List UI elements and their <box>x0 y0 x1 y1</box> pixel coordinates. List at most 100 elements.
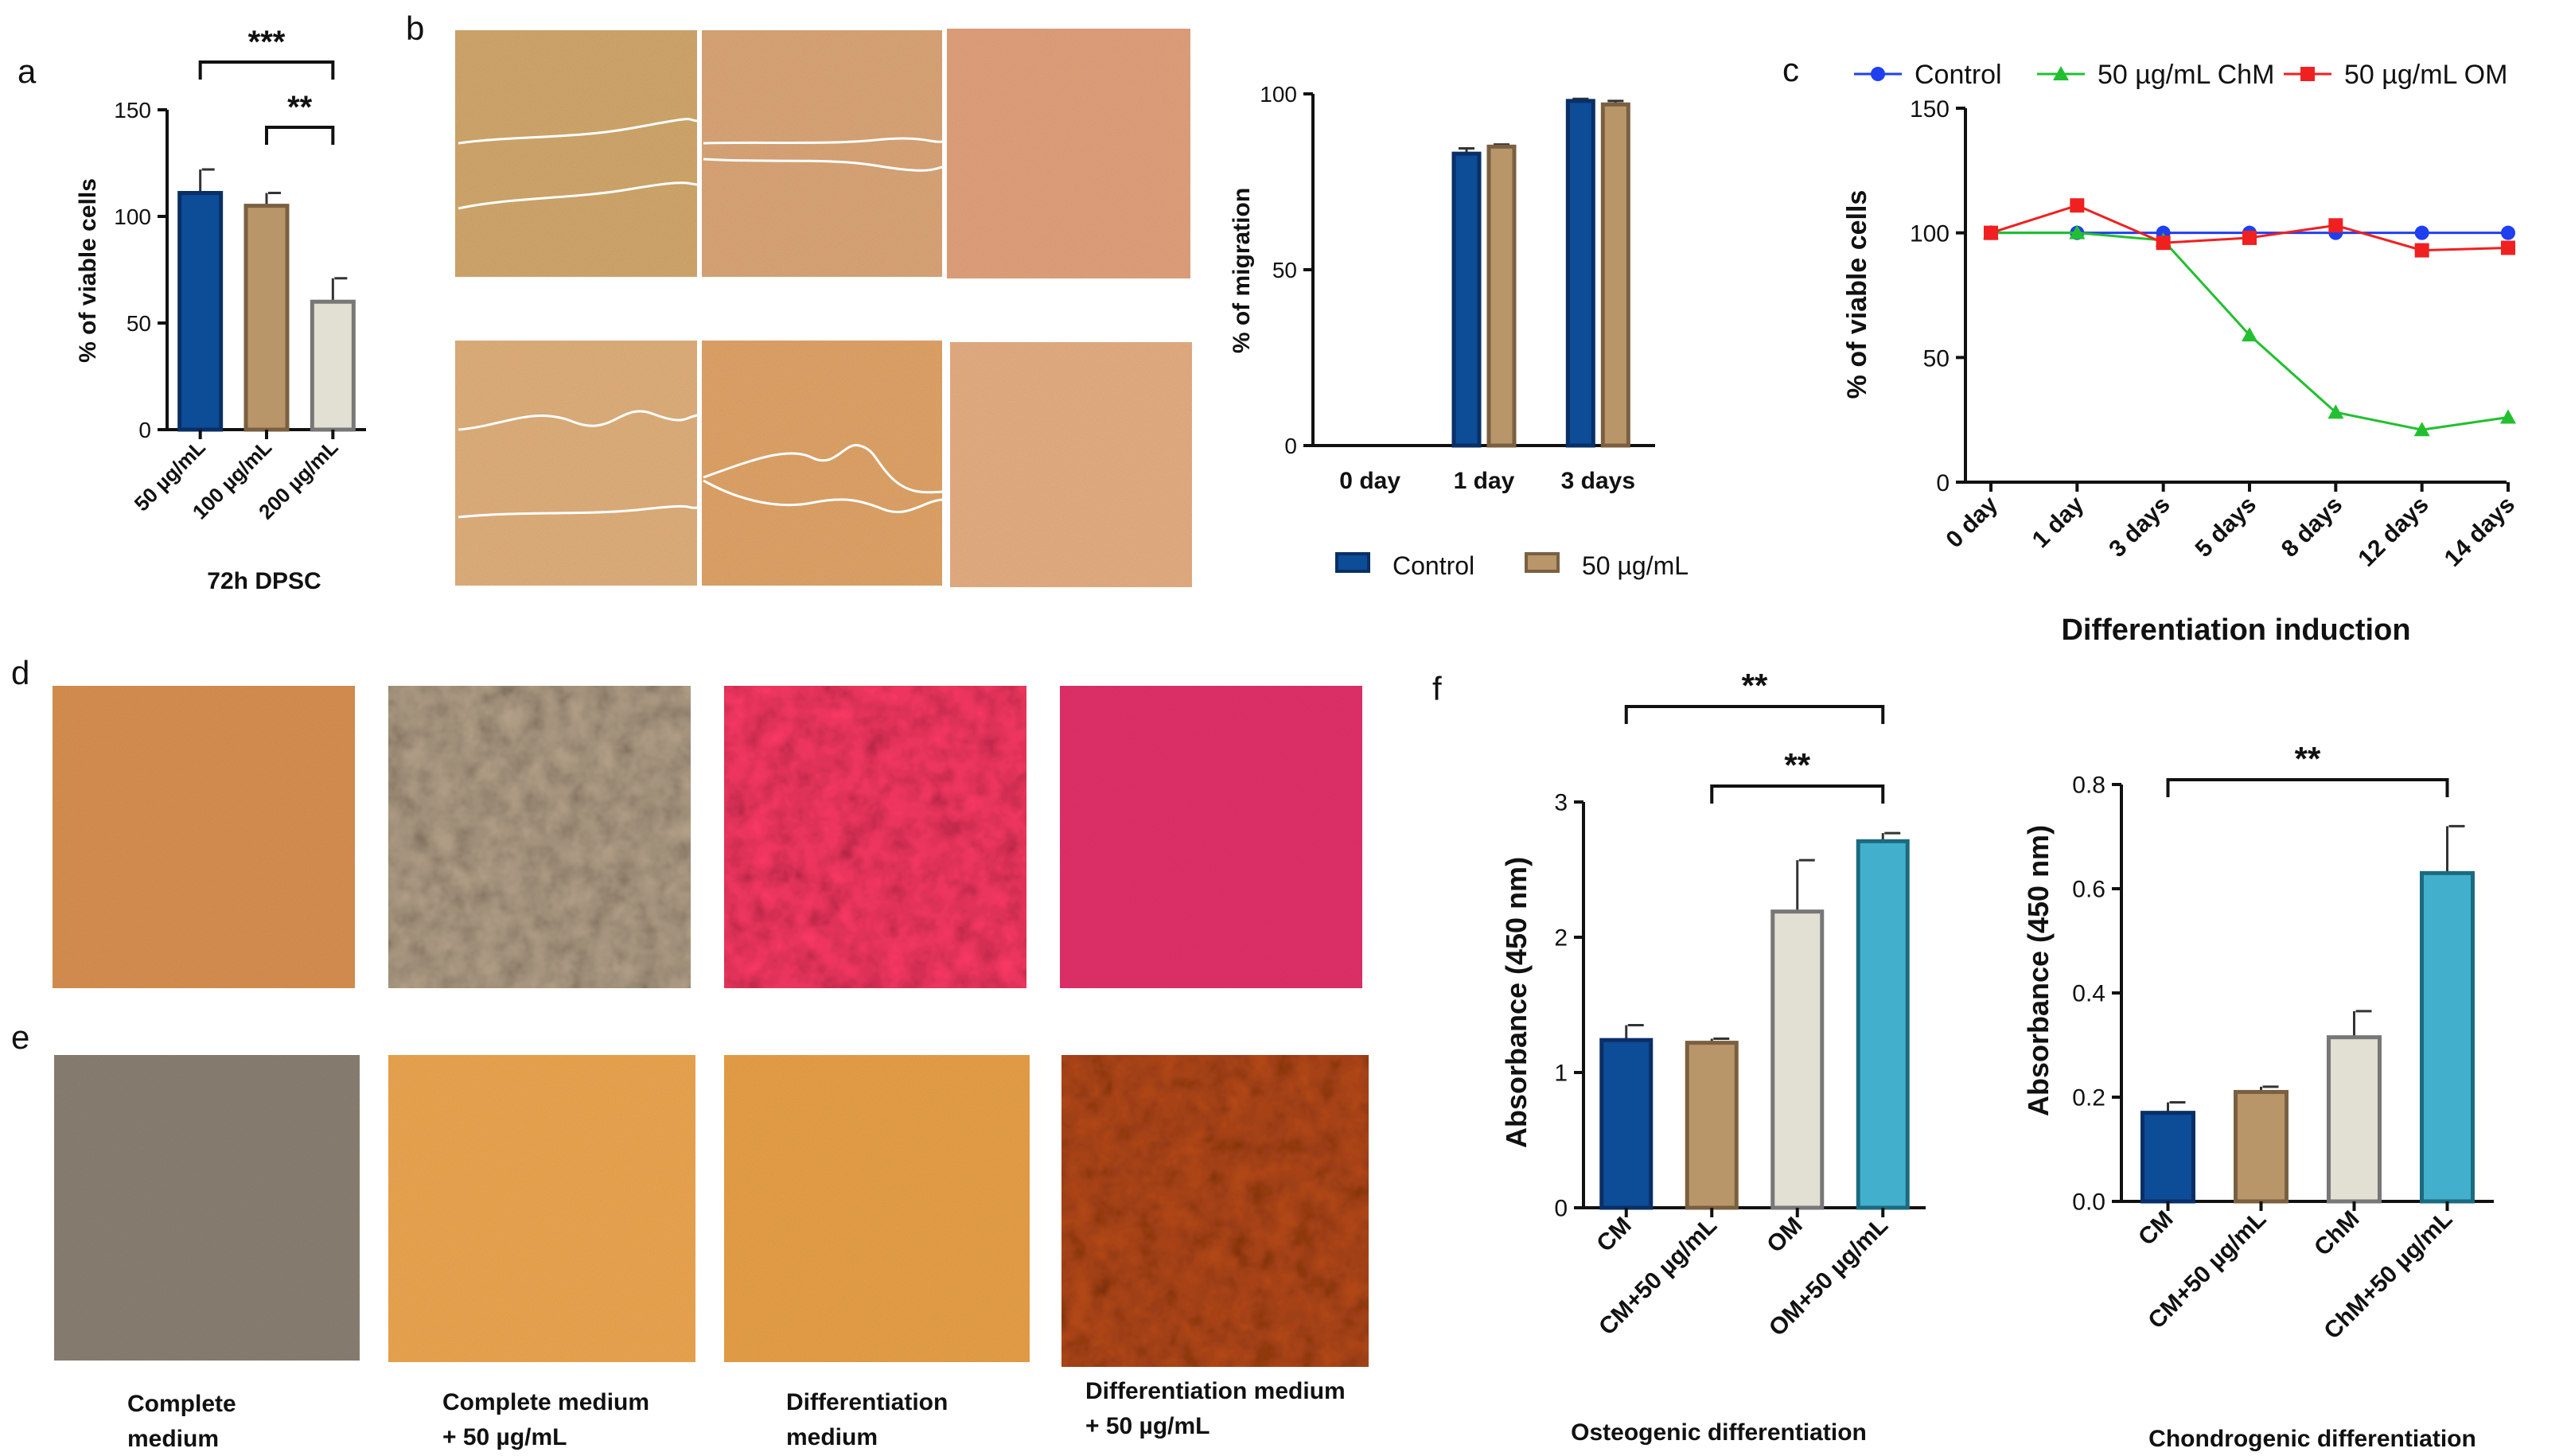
x-tick-label: 0 day <box>1941 491 2003 553</box>
y-tick-label: 50 <box>1923 345 1950 372</box>
data-point <box>1984 225 1998 240</box>
wound-edge-line <box>703 158 943 172</box>
bar <box>1486 144 1517 448</box>
legend-marker <box>1871 67 1885 81</box>
bar <box>2420 870 2475 1204</box>
y-tick-label: 100 <box>1260 82 1297 107</box>
legend-swatch <box>1525 552 1560 573</box>
panel-b-images <box>455 29 1192 587</box>
panel-c-chart: % of viable cells Differentiation induct… <box>1842 60 2520 647</box>
y-tick-label: 2 <box>1554 925 1568 952</box>
panel-d-images <box>53 686 1362 988</box>
legend-label: 50 µg/mL <box>1582 551 1689 580</box>
data-point <box>2070 198 2085 213</box>
data-point <box>2242 327 2257 342</box>
x-tick-label: 3 days <box>1561 468 1635 494</box>
bar <box>310 299 356 432</box>
data-point <box>2327 404 2344 419</box>
y-tick-label: 0 <box>1936 470 1950 496</box>
wound-edge-line <box>458 118 698 145</box>
caption-2-line2: + 50 µg/mL <box>442 1424 567 1450</box>
alizarin-image-4 <box>1060 686 1362 988</box>
panel-b-chart: % of migration 0 50 100 0 day 1 day 3 days Con… <box>1229 82 1689 580</box>
data-point <box>2500 409 2516 424</box>
x-tick-label: CM <box>1591 1213 1636 1257</box>
x-tick-label: 1 day <box>1454 468 1515 494</box>
y-tick-label: 0 <box>1284 434 1297 458</box>
bar <box>177 191 224 432</box>
significance-bracket <box>198 60 335 80</box>
bar <box>1565 99 1595 448</box>
alcian-image-2 <box>388 1055 695 1362</box>
alizarin-image-2 <box>388 686 691 988</box>
bar <box>1770 909 1825 1210</box>
alizarin-image-3 <box>724 686 1026 988</box>
data-point <box>2413 422 2430 437</box>
bar <box>1685 1041 1739 1210</box>
wound-image-top-1 <box>455 30 697 277</box>
wound-image-top-3 <box>947 29 1190 278</box>
panel-label-f: f <box>1432 670 1442 707</box>
caption-4-line1: Differentiation medium <box>1085 1378 1346 1404</box>
panel-a-xlabel: 72h DPSC <box>207 568 321 594</box>
significance-bracket <box>1710 784 1885 804</box>
caption-1-line1: Complete <box>127 1391 236 1417</box>
caption-4-line2: + 50 µg/mL <box>1085 1413 1210 1439</box>
bar <box>2140 1111 2195 1204</box>
data-point <box>2501 240 2515 255</box>
significance-bracket <box>2166 778 2449 797</box>
panel-f-right-ylabel: Absorbance (450 nm) <box>2022 825 2055 1116</box>
wound-edge-line <box>703 444 943 494</box>
caption-2-line1: Complete medium <box>442 1389 649 1415</box>
x-tick-label: 8 days <box>2277 492 2347 563</box>
significance-label: *** <box>248 25 286 60</box>
panel-f-right-xlabel: Chondrogenic differentiation <box>2148 1426 2476 1452</box>
x-tick-label: 3 days <box>2104 492 2175 563</box>
panel-label-c: c <box>1782 51 1799 88</box>
y-tick-label: 150 <box>114 98 151 123</box>
wound-image-bottom-1 <box>455 341 697 586</box>
wound-image-bottom-2 <box>702 341 942 586</box>
caption-3-line2: medium <box>786 1424 878 1450</box>
y-tick-label: 0.4 <box>2072 981 2105 1007</box>
alizarin-image-1 <box>53 686 355 988</box>
y-tick-label: 1 <box>1554 1061 1568 1087</box>
y-tick-label: 150 <box>1910 96 1950 123</box>
y-tick-label: 0 <box>138 418 151 442</box>
data-point <box>2156 236 2171 251</box>
x-tick-label: OM <box>1762 1213 1808 1259</box>
wound-edge-line <box>458 410 698 431</box>
y-tick-label: 0.0 <box>2072 1189 2105 1216</box>
x-tick-label: 0 day <box>1339 468 1400 494</box>
y-tick-label: 50 <box>127 311 151 336</box>
bar <box>1599 1037 1654 1210</box>
legend-label: Control <box>1393 551 1474 580</box>
significance-label: ** <box>1742 667 1768 704</box>
y-tick-label: 0.2 <box>2072 1085 2105 1111</box>
y-tick-label: 100 <box>114 204 151 229</box>
y-tick-label: 0 <box>1554 1196 1568 1222</box>
wound-image-bottom-3 <box>950 342 1192 587</box>
bar <box>1856 839 1910 1210</box>
caption-3-line1: Differentiation <box>786 1389 948 1415</box>
wound-edge-line <box>703 137 943 145</box>
panel-c-ylabel: % of viable cells <box>1842 190 1872 399</box>
panel-label-b: b <box>406 10 424 47</box>
panel-f-left-chart: Absorbance (450 nm) Osteogenic different… <box>1500 667 1926 1446</box>
x-tick-label: 5 days <box>2191 492 2261 563</box>
panel-label-a: a <box>18 53 37 90</box>
x-tick-label: 12 days <box>2353 492 2433 572</box>
y-tick-label: 100 <box>1910 221 1950 247</box>
alcian-image-1 <box>54 1055 360 1361</box>
data-point <box>2414 225 2429 240</box>
x-tick-label: ChM <box>2309 1206 2364 1261</box>
alcian-image-3 <box>724 1055 1030 1362</box>
wound-edge-line <box>703 479 943 514</box>
data-point <box>2069 224 2086 239</box>
y-tick-label: 3 <box>1554 790 1568 816</box>
significance-bracket <box>1624 705 1885 724</box>
significance-bracket <box>265 126 335 145</box>
